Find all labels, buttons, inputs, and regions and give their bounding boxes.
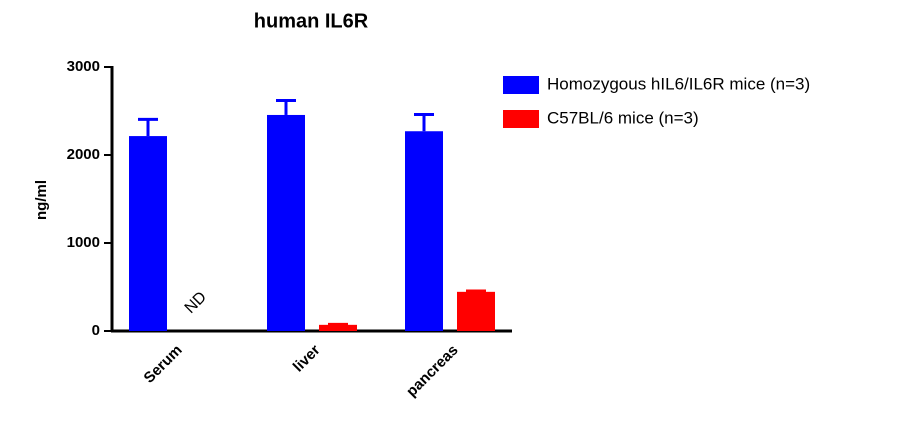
bar xyxy=(267,114,305,332)
x-tick-label: pancreas xyxy=(403,342,462,401)
y-axis-label: ng/ml xyxy=(33,180,50,220)
chart-title: human IL6R xyxy=(254,10,369,32)
annotation: ND xyxy=(182,289,210,317)
error-bar xyxy=(414,113,434,132)
y-tick-label: 2000 xyxy=(67,146,100,163)
x-tick-label: Serum xyxy=(141,342,186,387)
bar xyxy=(405,131,443,331)
legend-swatch xyxy=(503,76,539,94)
y-tick-label: 1000 xyxy=(67,234,100,251)
error-bar xyxy=(466,289,486,293)
legend-label: C57BL/6 mice (n=3) xyxy=(547,108,699,127)
bar xyxy=(129,136,167,331)
x-tick-label: liver xyxy=(290,342,324,376)
bar xyxy=(457,291,495,331)
bar xyxy=(319,324,357,331)
y-tick-label: 3000 xyxy=(67,58,100,75)
y-tick-label: 0 xyxy=(92,322,100,339)
legend-swatch xyxy=(503,110,539,128)
error-bar xyxy=(138,117,158,137)
legend-label: Homozygous hIL6/IL6R mice (n=3) xyxy=(547,74,810,93)
error-bar xyxy=(276,98,296,115)
